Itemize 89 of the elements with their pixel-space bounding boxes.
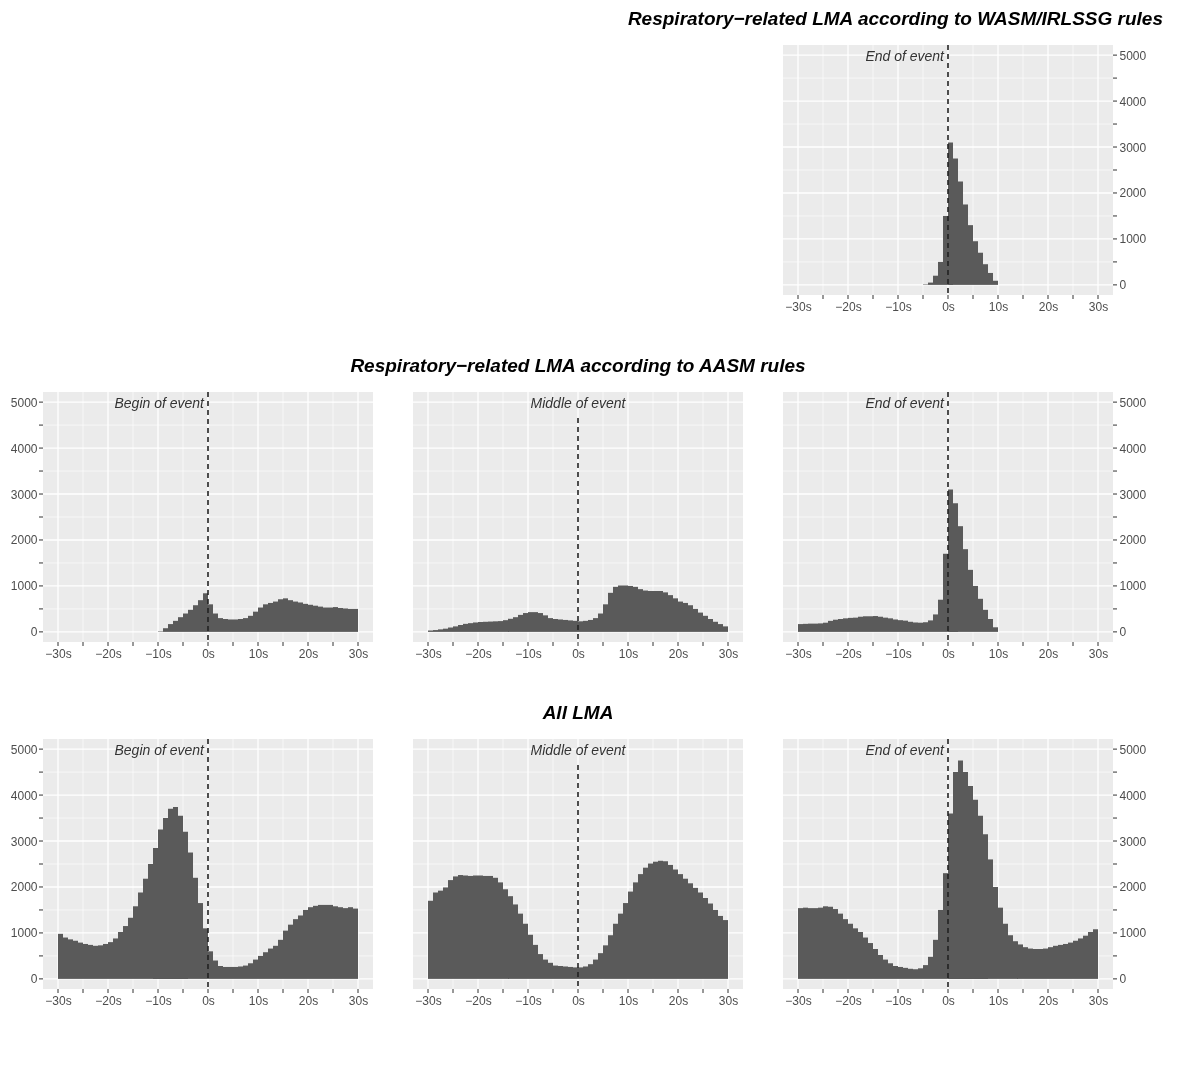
- chart-title: All LMA: [541, 702, 614, 723]
- x-tick-label: 10s: [988, 646, 1009, 661]
- y-tick-label: 3000: [10, 834, 38, 849]
- y-tick-label: 5000: [1119, 395, 1147, 410]
- y-tick-label: 3000: [1119, 487, 1147, 502]
- y-tick-label: 0: [30, 625, 38, 640]
- ref-line-label: Begin of event: [114, 395, 206, 411]
- x-tick-label: 0s: [942, 646, 955, 661]
- x-tick-label: −20s: [465, 646, 492, 661]
- x-tick-label: −30s: [785, 993, 812, 1008]
- x-tick-label: 0s: [572, 646, 585, 661]
- x-tick-label: −20s: [95, 646, 122, 661]
- x-tick-label: −30s: [415, 993, 442, 1008]
- x-tick-label: 30s: [1088, 299, 1109, 314]
- y-tick-label: 4000: [1119, 94, 1147, 109]
- x-tick-label: 20s: [1038, 646, 1059, 661]
- x-tick-label: 0s: [202, 993, 215, 1008]
- x-tick-label: 30s: [718, 993, 739, 1008]
- x-tick-label: −10s: [885, 299, 912, 314]
- y-tick-label: 4000: [1119, 441, 1147, 456]
- x-tick-label: 20s: [1038, 993, 1059, 1008]
- y-tick-label: 1000: [1119, 232, 1147, 247]
- x-tick-label: 10s: [248, 646, 269, 661]
- x-tick-label: 30s: [1088, 646, 1109, 661]
- x-tick-label: −20s: [95, 993, 122, 1008]
- y-tick-label: 2000: [10, 533, 38, 548]
- y-tick-label: 2000: [1119, 880, 1147, 895]
- x-tick-label: −20s: [835, 646, 862, 661]
- x-tick-label: 30s: [1088, 993, 1109, 1008]
- y-tick-label: 5000: [10, 395, 38, 410]
- x-tick-label: 10s: [988, 299, 1009, 314]
- y-tick-label: 5000: [1119, 48, 1147, 63]
- y-tick-label: 4000: [10, 788, 38, 803]
- x-tick-label: −30s: [45, 646, 72, 661]
- x-tick-label: −30s: [45, 993, 72, 1008]
- x-tick-label: −30s: [785, 646, 812, 661]
- x-tick-label: −20s: [835, 993, 862, 1008]
- x-tick-label: 20s: [298, 646, 319, 661]
- y-tick-label: 3000: [10, 487, 38, 502]
- ref-line-label: Middle of event: [530, 742, 627, 758]
- y-tick-label: 2000: [1119, 533, 1147, 548]
- x-tick-label: 10s: [618, 993, 639, 1008]
- ref-line-label: End of event: [865, 395, 946, 411]
- x-tick-label: 20s: [668, 646, 689, 661]
- y-tick-label: 1000: [1119, 579, 1147, 594]
- y-tick-label: 1000: [1119, 926, 1147, 941]
- ref-line-label: Begin of event: [114, 742, 206, 758]
- chart-title: Respiratory−related LMA according to WASM/IRLSSG rules: [627, 8, 1163, 29]
- chart-title: Respiratory−related LMA according to AASM rules: [350, 355, 806, 376]
- x-tick-label: 10s: [618, 646, 639, 661]
- y-tick-label: 5000: [10, 742, 38, 757]
- x-tick-label: 20s: [298, 993, 319, 1008]
- y-tick-label: 2000: [1119, 186, 1147, 201]
- x-tick-label: 30s: [718, 646, 739, 661]
- y-tick-label: 3000: [1119, 140, 1147, 155]
- x-tick-label: 10s: [248, 993, 269, 1008]
- y-tick-label: 0: [1119, 972, 1127, 987]
- x-tick-label: 0s: [942, 993, 955, 1008]
- y-tick-label: 1000: [10, 579, 38, 594]
- x-tick-label: 0s: [942, 299, 955, 314]
- x-tick-label: 0s: [572, 993, 585, 1008]
- ref-line-label: End of event: [865, 742, 946, 758]
- y-tick-label: 4000: [10, 441, 38, 456]
- x-tick-label: −10s: [885, 646, 912, 661]
- x-tick-label: −20s: [465, 993, 492, 1008]
- x-tick-label: −10s: [145, 993, 172, 1008]
- x-tick-label: −30s: [415, 646, 442, 661]
- x-tick-label: 30s: [348, 993, 369, 1008]
- x-tick-label: 10s: [988, 993, 1009, 1008]
- x-tick-label: −10s: [515, 646, 542, 661]
- x-tick-label: −10s: [145, 646, 172, 661]
- ref-line-label: End of event: [865, 48, 946, 64]
- y-tick-label: 0: [1119, 625, 1127, 640]
- x-tick-label: −30s: [785, 299, 812, 314]
- y-tick-label: 5000: [1119, 742, 1147, 757]
- x-tick-label: −10s: [885, 993, 912, 1008]
- y-tick-label: 3000: [1119, 834, 1147, 849]
- ref-line-label: Middle of event: [530, 395, 627, 411]
- x-tick-label: 20s: [668, 993, 689, 1008]
- y-tick-label: 1000: [10, 926, 38, 941]
- x-tick-label: −20s: [835, 299, 862, 314]
- x-tick-label: 0s: [202, 646, 215, 661]
- y-tick-label: 0: [30, 972, 38, 987]
- y-tick-label: 2000: [10, 880, 38, 895]
- x-tick-label: −10s: [515, 993, 542, 1008]
- x-tick-label: 30s: [348, 646, 369, 661]
- y-tick-label: 4000: [1119, 788, 1147, 803]
- x-tick-label: 20s: [1038, 299, 1059, 314]
- y-tick-label: 0: [1119, 278, 1127, 293]
